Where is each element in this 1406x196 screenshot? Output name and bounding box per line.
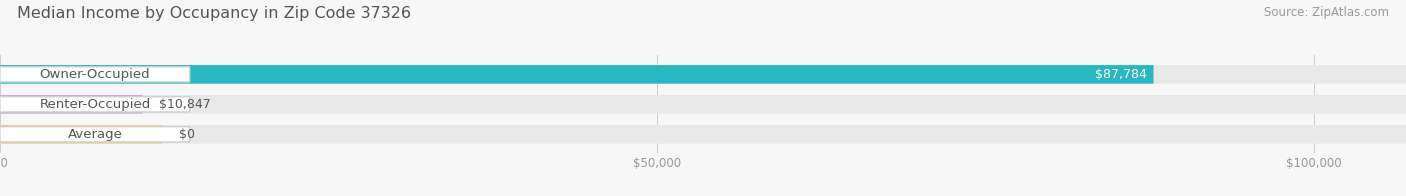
Text: Median Income by Occupancy in Zip Code 37326: Median Income by Occupancy in Zip Code 3…	[17, 6, 411, 21]
FancyBboxPatch shape	[0, 97, 190, 112]
FancyBboxPatch shape	[0, 125, 162, 144]
Text: $10,847: $10,847	[159, 98, 211, 111]
FancyBboxPatch shape	[0, 67, 190, 82]
FancyBboxPatch shape	[0, 65, 1406, 84]
FancyBboxPatch shape	[0, 95, 1406, 114]
FancyBboxPatch shape	[0, 95, 142, 114]
FancyBboxPatch shape	[0, 65, 1153, 84]
Text: Owner-Occupied: Owner-Occupied	[39, 68, 150, 81]
FancyBboxPatch shape	[0, 127, 190, 142]
Text: Source: ZipAtlas.com: Source: ZipAtlas.com	[1264, 6, 1389, 19]
FancyBboxPatch shape	[0, 125, 1406, 144]
Text: $87,784: $87,784	[1095, 68, 1146, 81]
Text: Renter-Occupied: Renter-Occupied	[39, 98, 150, 111]
Text: $0: $0	[179, 128, 194, 141]
Text: Average: Average	[67, 128, 122, 141]
